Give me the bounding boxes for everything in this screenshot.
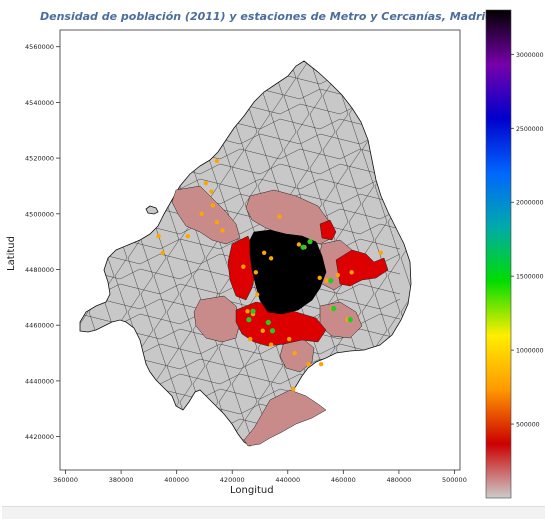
metro-station-marker	[277, 214, 282, 219]
cercanias-station-marker	[300, 244, 306, 250]
cercanias-station-marker	[331, 305, 337, 312]
x-tick-label: 480000	[386, 476, 411, 484]
metro-station-marker	[291, 387, 296, 392]
colorbar-tick-label: 1500000	[516, 274, 544, 281]
metro-station-marker	[260, 328, 265, 333]
x-tick-label: 500000	[442, 476, 467, 484]
x-tick-label: 460000	[331, 476, 356, 484]
x-tick-label: 440000	[275, 476, 300, 484]
cercanias-stations-layer	[246, 239, 353, 334]
x-tick-label: 380000	[109, 476, 134, 484]
metro-station-marker	[185, 233, 190, 239]
cercanias-station-marker	[307, 239, 313, 245]
metro-station-marker	[268, 256, 274, 261]
x-tick-label: 420000	[220, 476, 245, 484]
metro-station-marker	[203, 180, 209, 186]
y-tick-label: 4440000	[25, 377, 54, 385]
x-axis-label: Longitud	[230, 485, 274, 496]
metro-station-marker	[335, 272, 340, 278]
metro-station-marker	[261, 250, 267, 255]
metro-station-marker	[268, 342, 274, 347]
colorbar-tick-label: 2500000	[516, 126, 544, 133]
colorbar-tick-label: 1000000	[516, 348, 544, 355]
metro-station-marker	[324, 278, 329, 283]
metro-station-marker	[378, 250, 384, 255]
y-tick-label: 4420000	[25, 433, 54, 441]
metro-station-marker	[292, 350, 297, 356]
metro-station-marker	[209, 189, 214, 194]
cercanias-station-marker	[347, 317, 353, 323]
north-ring-zone	[245, 189, 333, 245]
metro-station-marker	[214, 158, 220, 164]
cercanias-station-marker	[328, 278, 334, 284]
cercanias-station-marker	[250, 308, 256, 314]
y-axis-label: Latitud	[6, 235, 18, 272]
y-tick-label: 4560000	[25, 43, 54, 51]
southern-corridor-zone	[243, 389, 327, 447]
colorbar-tick-label: 3000000	[516, 52, 544, 59]
bottom-status-bar	[2, 506, 545, 519]
metro-station-marker	[245, 309, 250, 314]
y-tick-label: 4520000	[25, 155, 54, 163]
northeast-corridor-zone	[319, 219, 337, 241]
y-axis-ticks: 4420000 4440000 4460000 4480000 4500000 45200…	[25, 43, 60, 441]
metro-station-marker	[296, 242, 302, 247]
metro-station-marker	[318, 361, 324, 367]
metro-station-marker	[214, 219, 220, 225]
metro-station-marker	[220, 228, 225, 233]
metro-station-marker	[156, 233, 161, 239]
cercanias-station-marker	[269, 328, 276, 334]
madrid-region-islet	[145, 205, 159, 215]
west-ring-zone	[193, 295, 241, 343]
metro-station-marker	[253, 270, 259, 275]
x-axis-ticks: 360000 380000 400000 420000 440000 460000 4800…	[53, 470, 467, 484]
x-tick-label: 360000	[53, 476, 78, 484]
metro-station-marker	[199, 211, 204, 216]
moderate-density-zones	[171, 185, 363, 447]
y-tick-label: 4500000	[25, 210, 54, 218]
metro-station-marker	[286, 336, 292, 342]
metro-station-marker	[160, 250, 165, 255]
metro-station-marker	[210, 203, 215, 208]
east-corridor-zone	[335, 249, 389, 287]
metro-station-marker	[241, 264, 246, 269]
colorbar-tick-label: 500000	[516, 422, 540, 429]
cercanias-station-marker	[246, 317, 252, 323]
metro-station-marker	[306, 361, 311, 367]
y-tick-label: 4480000	[25, 266, 54, 274]
y-tick-label: 4540000	[25, 99, 54, 107]
metro-station-marker	[349, 270, 354, 275]
metro-station-marker	[255, 292, 260, 297]
colorbar-tick-label: 2000000	[516, 200, 544, 207]
colorbar	[485, 9, 512, 499]
cercanias-station-marker	[265, 319, 271, 326]
madrid-city-zone	[249, 229, 327, 315]
x-tick-label: 400000	[164, 476, 189, 484]
y-tick-label: 4460000	[25, 322, 54, 330]
metro-station-marker	[317, 275, 322, 281]
colorbar-ticks: 500000 1000000 1500000 2000000 2500000 300000…	[511, 52, 544, 429]
metro-station-marker	[248, 336, 253, 342]
map-title: Densidad de población (2011) y estacione…	[40, 10, 494, 23]
